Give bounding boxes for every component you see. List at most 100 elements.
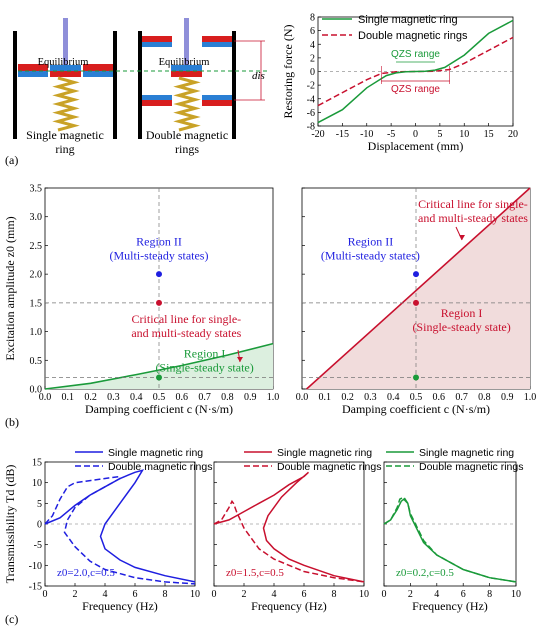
qzs-label-double: QZS range — [391, 84, 440, 95]
magnet-right-single-b — [83, 71, 113, 77]
x-tick-label: 0.7 — [198, 392, 211, 403]
x-tick-label: 0.8 — [478, 392, 491, 403]
x-tick-label: 0.1 — [319, 392, 332, 403]
x-axis-label: Frequency (Hz) — [82, 599, 158, 613]
region-two-label: Region II — [136, 234, 182, 248]
operating-point — [413, 374, 419, 381]
y-tick-label: -5 — [34, 540, 42, 551]
x-axis-label: Displacement (mm) — [368, 139, 464, 153]
legend-label-double: Double magnetic rings — [419, 461, 523, 473]
y-tick-label: 3.0 — [30, 212, 43, 223]
lower-right-magnet-b — [202, 100, 232, 106]
x-tick-label: 0.1 — [62, 392, 75, 403]
y-tick-label: 0 — [310, 67, 315, 78]
left-wall-single — [13, 31, 17, 139]
critical-arrowhead — [237, 357, 243, 362]
x-tick-label: 0.7 — [455, 392, 468, 403]
x-tick-label: 10 — [459, 129, 469, 140]
legend-label-single: Single magnetic ring — [108, 447, 203, 459]
operating-point — [413, 271, 419, 278]
y-tick-label: 2 — [310, 53, 315, 64]
y-tick-label: 8 — [310, 13, 315, 24]
subplot-label: z0=0.2,c=0.5 — [396, 567, 454, 579]
series-double-rings — [317, 36, 514, 107]
series-double-rings — [44, 475, 196, 585]
operating-point — [413, 299, 419, 306]
x-tick-label: 10 — [190, 589, 200, 600]
equilibrium-label-double: Equilibrium — [159, 57, 210, 68]
upper-right-magnet — [202, 36, 232, 42]
x-axis-label: Frequency (Hz) — [412, 599, 488, 613]
operating-point — [156, 271, 162, 278]
x-tick-label: 0.9 — [501, 392, 514, 403]
legend-label-single: Single magnetic ring — [277, 447, 372, 459]
x-tick-label: 4 — [103, 589, 108, 600]
x-tick-label: 4 — [272, 589, 277, 600]
x-tick-label: 0 — [382, 589, 387, 600]
x-tick-label: 0 — [43, 589, 48, 600]
x-tick-label: 0.6 — [433, 392, 446, 403]
x-tick-label: 0.5 — [410, 392, 423, 403]
legend-label-double: Double magnetic rings — [108, 461, 212, 473]
x-tick-label: 0.4 — [387, 392, 400, 403]
critical-label-1: Critical line for single- — [418, 197, 528, 211]
x-tick-label: 10 — [511, 589, 521, 600]
y-tick-label: 5 — [37, 499, 42, 510]
regions-single-chart: 0.0 0.1 0.2 0.3 0.4 0.5 0.6 0.7 0.8 0.9 1.0 0.0 0.5 1… — [3, 184, 279, 417]
panel-label-a: (a) — [5, 153, 18, 167]
y-tick-label: -8 — [307, 122, 315, 133]
y-tick-label: 6 — [310, 26, 315, 37]
y-tick-label: -15 — [29, 582, 42, 593]
series-single-ring — [213, 471, 365, 583]
y-tick-label: 15 — [32, 458, 42, 469]
region-two-sub: (Multi-steady states) — [321, 248, 420, 262]
center-magnet-double — [171, 65, 202, 71]
x-tick-label: 0 — [413, 129, 418, 140]
double-label-2: rings — [175, 142, 199, 156]
legend-label-single: Single magnetic ring — [358, 14, 458, 26]
x-tick-label: 0.2 — [84, 392, 97, 403]
critical-label-2: and multi-steady states — [418, 211, 528, 225]
x-tick-label: 0.8 — [221, 392, 234, 403]
upper-right-magnet-b — [202, 42, 232, 47]
y-tick-label: 1.0 — [30, 327, 43, 338]
upper-left-magnet-b — [142, 42, 172, 47]
critical-label-2: and multi-steady states — [131, 326, 241, 340]
qzs-label-single: QZS range — [391, 49, 440, 60]
x-tick-label: 2 — [408, 589, 413, 600]
center-magnet-single-b — [50, 71, 81, 77]
magnet-left-single — [18, 64, 48, 71]
region-one-label: Region I — [441, 306, 483, 320]
magnet-left-single-b — [18, 71, 48, 77]
left-wall-double — [138, 31, 142, 139]
x-tick-label: 1.0 — [524, 392, 537, 403]
lower-left-magnet-b — [142, 100, 172, 106]
dis-label: dis — [252, 70, 265, 82]
x-tick-label: 15 — [484, 129, 494, 140]
regions-double-chart: 0.0 0.1 0.2 0.3 0.4 0.5 0.6 0.7 0.8 0.9 1.0 Region … — [296, 187, 537, 416]
x-tick-label: 0.4 — [130, 392, 143, 403]
critical-arrowhead — [459, 235, 465, 240]
x-tick-label: 0.5 — [153, 392, 166, 403]
lower-left-magnet — [142, 95, 172, 100]
x-tick-label: 20 — [508, 129, 518, 140]
x-tick-label: 0.3 — [364, 392, 377, 403]
y-tick-label: 1.5 — [30, 298, 43, 309]
transmissibility-chart: 0 2 4 6 8 10 -15 -10 -5 0 5 10 15 z0=2.0,c=0.5 Single … — [3, 447, 523, 613]
double-label-1: Double magnetic — [146, 128, 228, 142]
x-tick-label: -10 — [360, 129, 373, 140]
x-axis-label: Damping coefficient c (N·s/m) — [342, 402, 490, 416]
x-tick-label: 8 — [163, 589, 168, 600]
x-tick-label: 0.9 — [244, 392, 257, 403]
y-axis-label: Restoring force (N) — [281, 25, 295, 119]
magnet-right-single — [83, 64, 113, 71]
x-tick-label: 1.0 — [267, 392, 280, 403]
region-one-fill — [306, 188, 530, 389]
y-tick-label: 10 — [32, 478, 42, 489]
spring-double — [173, 76, 201, 132]
x-tick-label: 4 — [434, 589, 439, 600]
x-tick-label: -20 — [311, 129, 324, 140]
y-tick-label: 2.5 — [30, 241, 43, 252]
region-two-label: Region II — [348, 234, 394, 248]
lower-right-magnet — [202, 95, 232, 100]
